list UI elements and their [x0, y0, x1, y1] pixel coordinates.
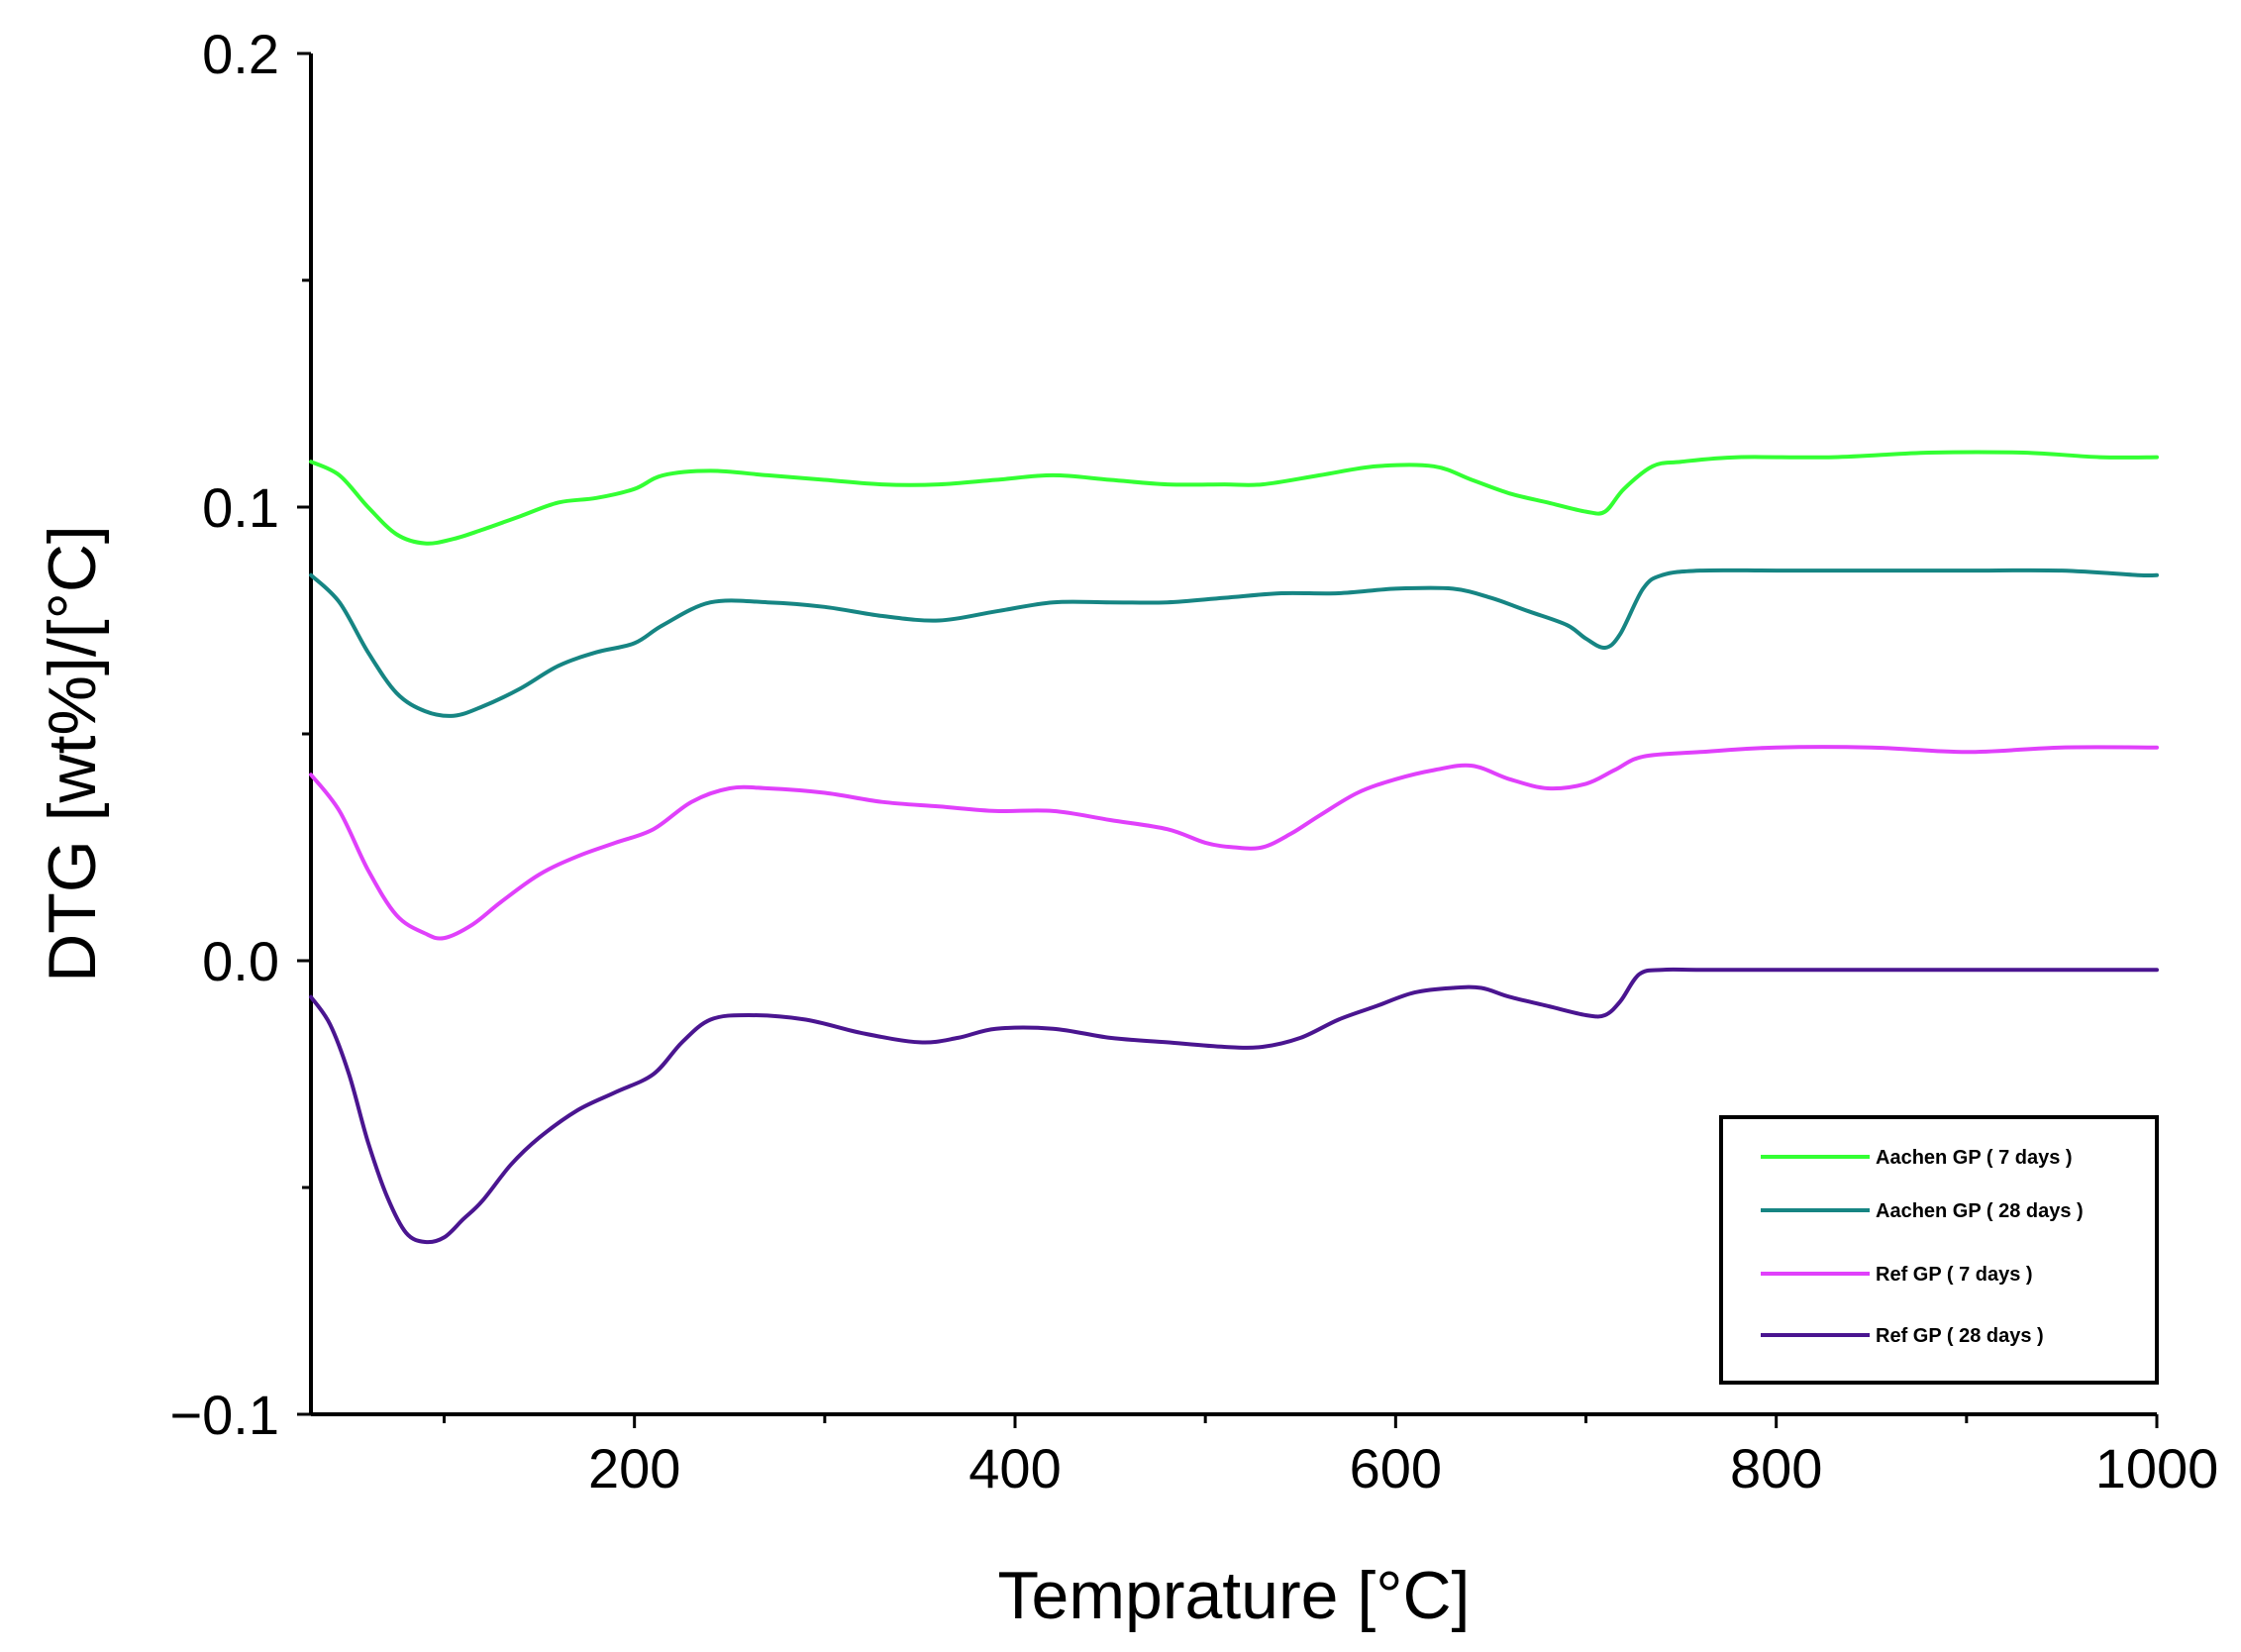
x-tick-label: 800: [1730, 1437, 1822, 1499]
legend-label-2: Aachen GP ( 28 days ): [1876, 1200, 2084, 1222]
axes: 200 400 600 800 1000 −0.1 0.0 0.1 0.2: [169, 23, 2218, 1499]
y-tick-label: −0.1: [169, 1384, 279, 1446]
series-line-4: [309, 967, 2159, 1245]
legend-box: [1719, 1115, 2159, 1385]
series-lines: [309, 450, 2159, 1245]
y-tick-label: 0.2: [202, 23, 279, 85]
x-axis-title: Temprature [°C]: [998, 1558, 1471, 1633]
x-tick-label: 400: [968, 1437, 1061, 1499]
y-tick-label: 0.0: [202, 930, 279, 992]
x-tick-label: 600: [1350, 1437, 1442, 1499]
legend-label-3: Ref GP ( 7 days ): [1876, 1264, 2033, 1286]
y-tick-label: 0.1: [202, 476, 279, 539]
legend-label-4: Ref GP ( 28 days ): [1876, 1325, 2044, 1347]
series-line-1: [309, 450, 2159, 546]
series-line-3: [309, 745, 2159, 941]
series-line-2: [309, 568, 2159, 718]
x-tick-label: 200: [588, 1437, 680, 1499]
legend-label-1: Aachen GP ( 7 days ): [1876, 1147, 2073, 1169]
y-axis-title: DTG [wt%]/[°C]: [35, 525, 110, 982]
x-tick-label: 1000: [2095, 1437, 2219, 1499]
legend: Aachen GP ( 7 days ) Aachen GP ( 28 days …: [1719, 1115, 2159, 1385]
